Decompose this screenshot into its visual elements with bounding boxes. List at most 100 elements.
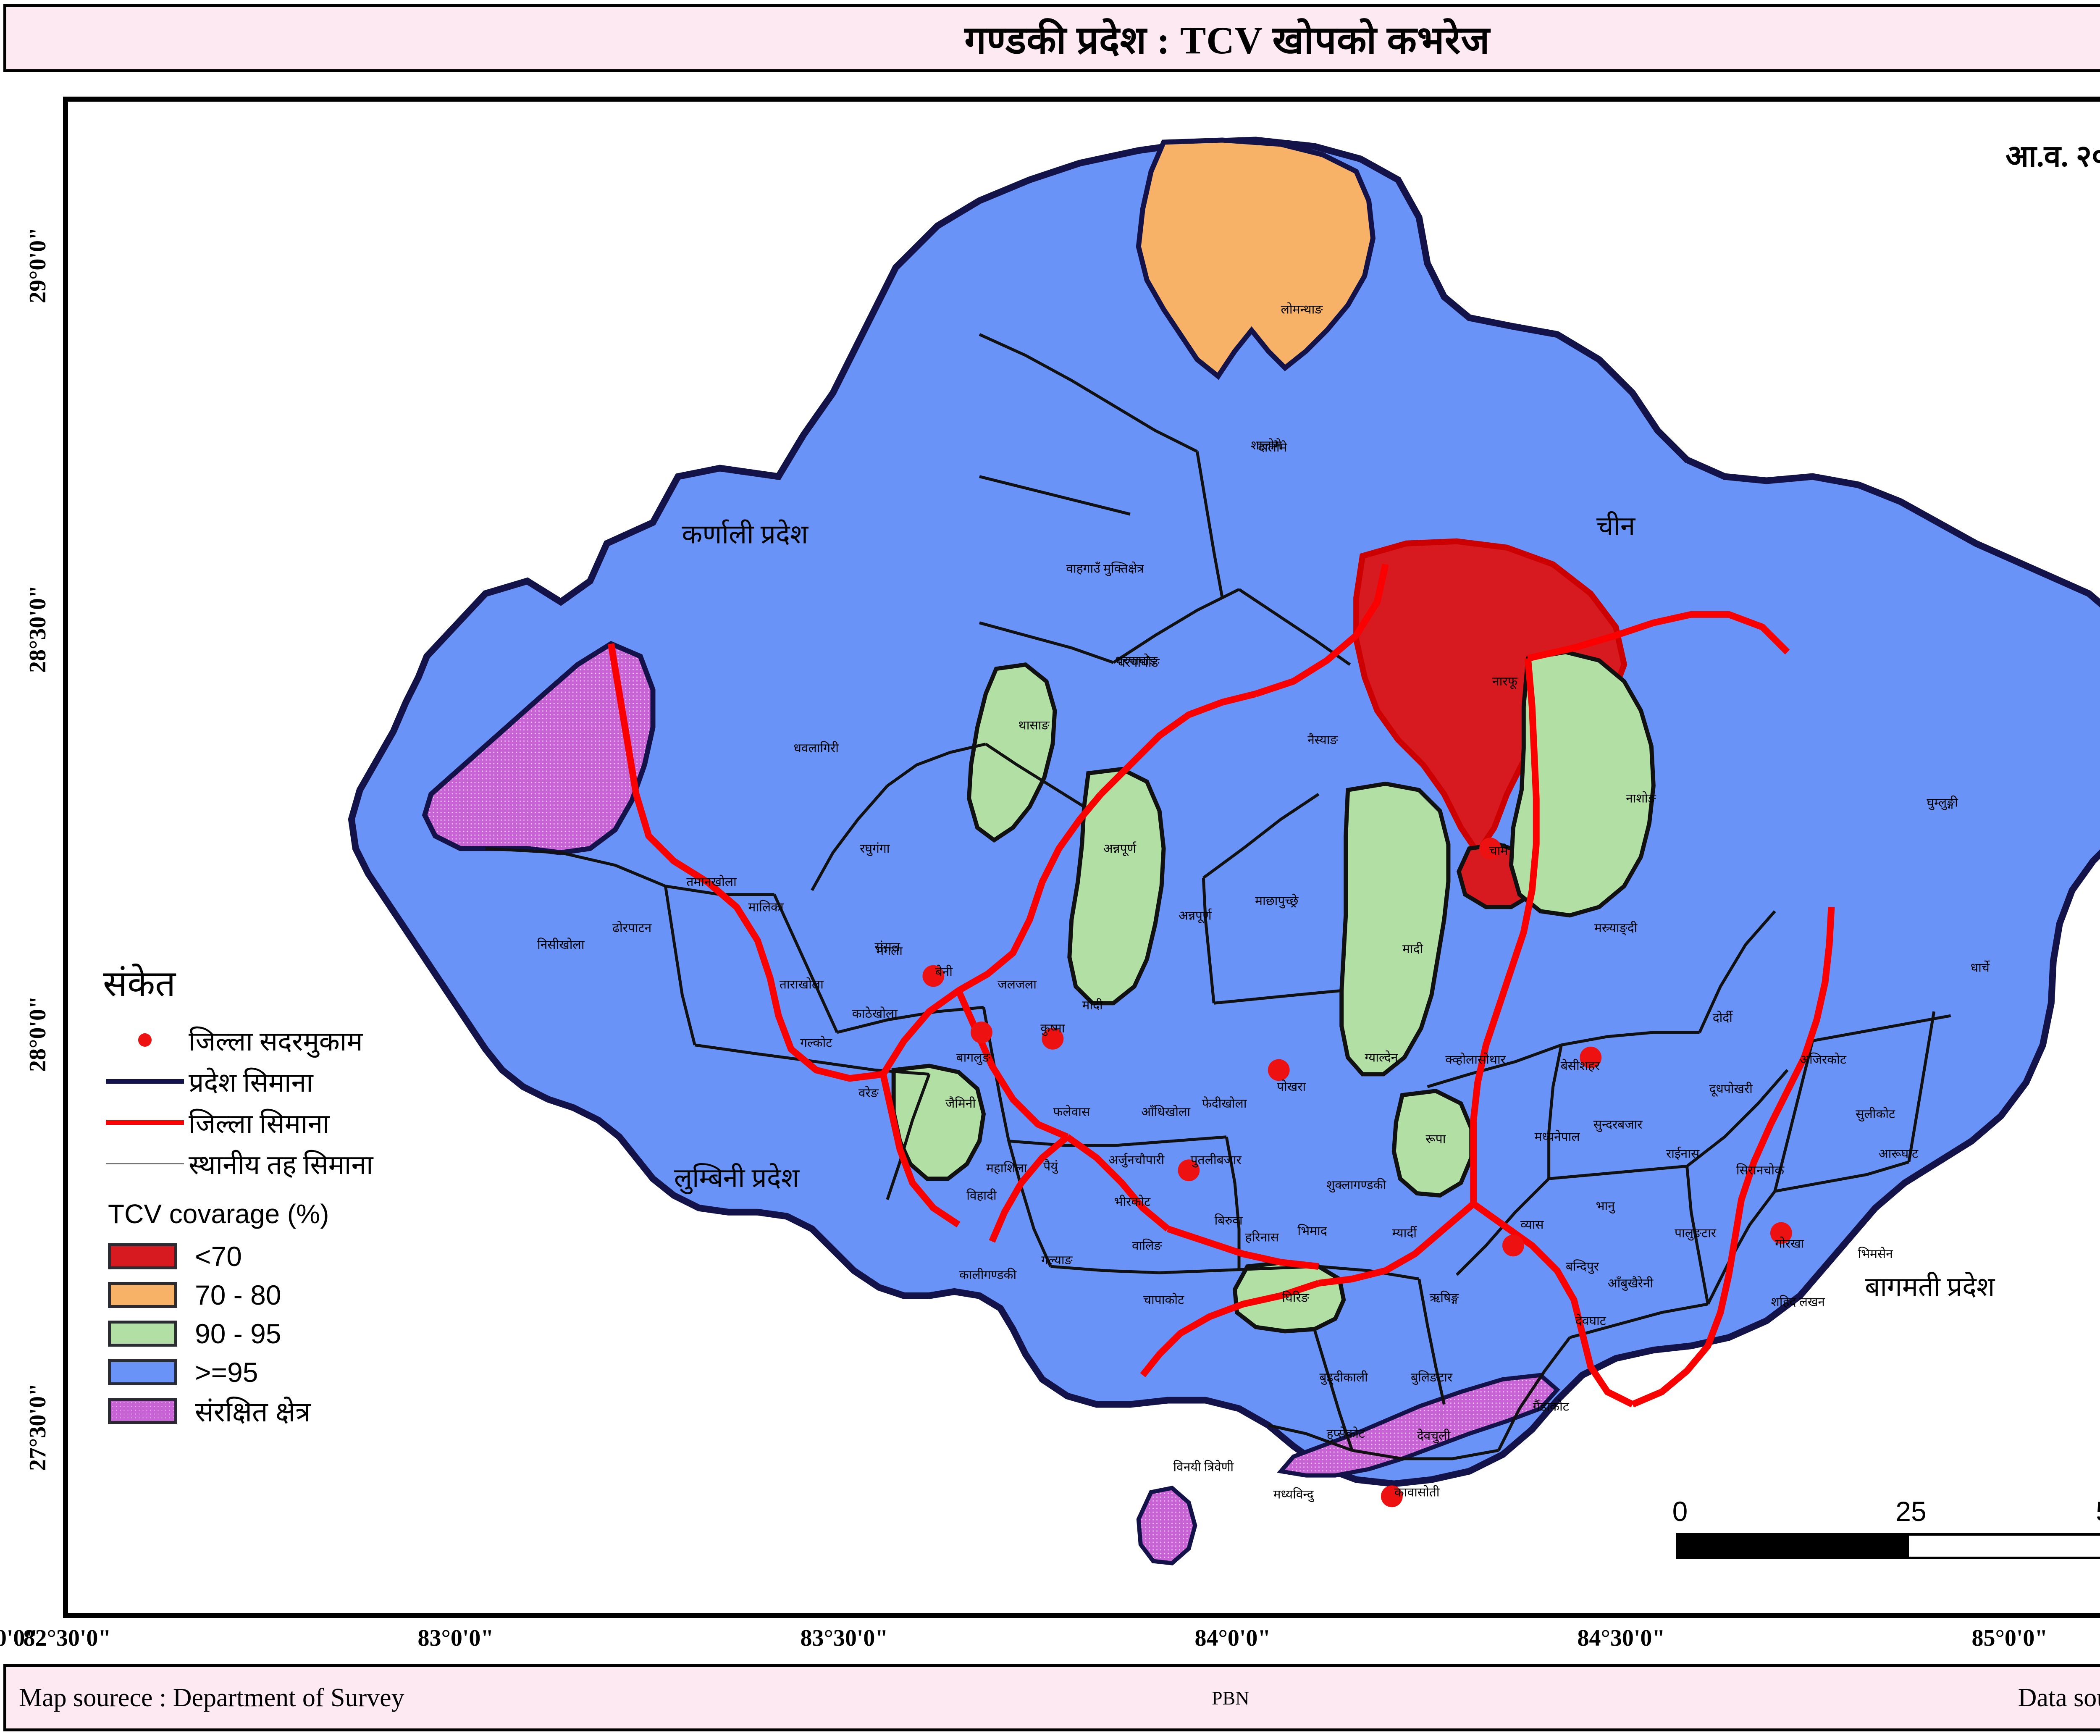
legend-class-lt70[interactable]: <70 — [103, 1237, 523, 1276]
map-unit-label: कालीगण्डकी — [959, 1268, 1017, 1282]
legend-item-province-boundary[interactable]: प्रदेश सिमाना — [103, 1061, 523, 1102]
coverage-class-layer — [891, 137, 1656, 1334]
scale-tick-0: 0 — [1672, 1496, 1688, 1527]
neighbor-label-layer: कर्णाली प्रदेश चीन लुम्बिनी प्रदेश बागमती प… — [674, 511, 1995, 1302]
map-unit-label: विनयी त्रिवेणी — [1173, 1460, 1234, 1474]
map-unit-label: सुलीकोट — [1856, 1107, 1895, 1121]
legend-label: जिल्ला सदरमुकाम — [189, 1026, 363, 1056]
map-unit-label: ढोरपाटन — [612, 921, 652, 935]
legend-class-protected[interactable]: संरक्षित क्षेत्र — [103, 1392, 523, 1430]
map-unit-label: थासाङ — [1018, 719, 1050, 733]
map-unit-label: फेदीखोला — [1202, 1096, 1247, 1111]
lon-label-2: 83°30'0" — [800, 1625, 888, 1651]
map-unit-label: फलेवास — [1053, 1105, 1090, 1119]
map-unit-label: माछापुच्छ्रे — [1255, 893, 1299, 908]
map-unit-label: धवलागिरी — [793, 741, 839, 755]
lon-label-4: 84°30'0" — [1577, 1625, 1665, 1651]
map-unit-label: बेसीशहर — [1561, 1058, 1600, 1073]
legend-item-district-hq[interactable]: जिल्ला सदरमुकाम — [103, 1019, 523, 1061]
map-unit-label: दूधपोखरी — [1709, 1082, 1754, 1097]
map-unit-label: निसीखोला — [537, 938, 585, 952]
map-unit-label: रूपा — [1426, 1132, 1446, 1146]
province-fill-layer — [348, 137, 2100, 1487]
unit-label-layer: लोमन्थाङ दालोमे वाहगाउँ मुक्तिक्षेत्र धरपाघ… — [537, 302, 1990, 1502]
district-hq-layer — [922, 838, 1792, 1508]
map-unit-label: धरपाघोङ — [1118, 655, 1160, 670]
gandaki-province-body — [348, 137, 2100, 1487]
map-unit-label: सिरानचोक — [1736, 1163, 1785, 1177]
map-unit-label: संसल — [874, 940, 900, 954]
unit-rupa — [1391, 1089, 1474, 1198]
lon-label-1b: 83°0'0" — [417, 1625, 494, 1651]
footer-bar: Map sourece : Department of Survey PBN D… — [3, 1664, 2100, 1731]
legend-item-local-boundary[interactable]: स्थानीय तह सिमाना — [103, 1143, 523, 1184]
map-unit-label: चापाकोट — [1143, 1293, 1184, 1307]
map-unit-label: ताराखोला — [780, 977, 824, 991]
map-unit-label: मंगला — [876, 944, 903, 958]
map-unit-label: शुक्लागण्डकी — [1326, 1178, 1387, 1192]
map-unit-label: वालिङ — [1132, 1238, 1162, 1253]
district-boundaries — [607, 563, 1835, 1408]
map-unit-label: पालुङटार — [1675, 1226, 1717, 1241]
legend-class-70-80[interactable]: 70 - 80 — [103, 1276, 523, 1314]
swatch-90-95 — [108, 1321, 177, 1347]
map-unit-label: हुप्सेकोट — [1327, 1426, 1365, 1442]
legend-class-label: 90 - 95 — [195, 1318, 281, 1349]
hq-marker — [1580, 1046, 1602, 1069]
map-unit-label: राईनास — [1666, 1146, 1700, 1161]
unit-annapurna — [1067, 767, 1166, 1006]
map-unit-label: पैयुं — [1043, 1159, 1058, 1174]
map-unit-label: रघुगंगा — [860, 842, 890, 856]
swatch-gte95 — [108, 1359, 177, 1385]
fiscal-year-label: आ.व. २०८०/८१ — [2006, 139, 2100, 173]
scale-tick-1: 25 — [1895, 1496, 1927, 1527]
map-unit-label: बन्दिपुर — [1566, 1259, 1599, 1274]
map-inner-border — [67, 100, 2100, 1614]
neighbor-region-label: चीन — [1596, 511, 1636, 541]
map-canvas[interactable]: लोमन्थाङ दालोमे वाहगाउँ मुक्तिक्षेत्र धरपाघ… — [63, 97, 2100, 1618]
footer-center-text: PBN — [1212, 1687, 1250, 1709]
map-unit-label: म्यार्दी — [1392, 1226, 1418, 1240]
lon-label-0: 82°30'0" — [23, 1625, 111, 1651]
map-unit-label: देवघाट — [1575, 1313, 1606, 1328]
hq-marker — [1479, 838, 1502, 859]
hq-marker — [1502, 1234, 1524, 1257]
map-unit-label: चामे — [1489, 843, 1509, 858]
map-unit-label: कुष्मा — [1040, 1022, 1065, 1036]
map-unit-label: वरेङ — [858, 1086, 879, 1100]
lat-label-1: 28°30'0" — [25, 585, 51, 673]
legend-class-gte95[interactable]: >=95 — [103, 1353, 523, 1392]
map-unit-label: शहिद लखन — [1771, 1295, 1825, 1309]
map-geometry: लोमन्थाङ दालोमे वाहगाउँ मुक्तिक्षेत्र धरपाघ… — [348, 137, 2100, 1565]
unit-narfu — [1353, 538, 1628, 858]
map-unit-label: जलजला — [998, 977, 1037, 991]
unit-lomanthang — [1136, 137, 1376, 380]
map-unit-label: ऋषिङ्ग — [1430, 1291, 1460, 1305]
unit-thasang — [967, 662, 1057, 843]
scale-bar: 0 25 50 km — [1672, 1495, 2100, 1559]
swatch-lt70 — [108, 1243, 177, 1269]
map-unit-label: अन्नपूर्ण — [1179, 908, 1212, 923]
legend-label: प्रदेश सिमाना — [189, 1067, 313, 1098]
legend-class-label: संरक्षित क्षेत्र — [195, 1396, 311, 1427]
legend-class-90-95[interactable]: 90 - 95 — [103, 1314, 523, 1353]
map-unit-label: वाहगाउँ मुक्तिक्षेत्र — [1066, 561, 1144, 576]
unit-madi — [1339, 781, 1451, 1077]
map-unit-label: नाशोङ — [1626, 791, 1656, 806]
legend-item-district-boundary[interactable]: जिल्ला सिमाना — [103, 1102, 523, 1143]
map-unit-label: गोरखा — [1775, 1236, 1804, 1250]
map-unit-label: मध्यनेपाल — [1535, 1130, 1580, 1144]
hq-marker — [1770, 1222, 1792, 1244]
scale-seg-dark — [1678, 1536, 1909, 1557]
district-hq-icon — [103, 1033, 187, 1047]
map-unit-label: बुड्दीकाली — [1320, 1370, 1369, 1385]
map-unit-label: आँधिखोला — [1141, 1105, 1191, 1119]
map-unit-label: देवचुली — [1417, 1429, 1451, 1443]
protected-area-south-tail — [1136, 1486, 1197, 1565]
hq-marker — [1268, 1059, 1290, 1081]
map-unit-label: धार्चे — [1971, 961, 1990, 975]
legend-label: स्थानीय तह सिमाना — [189, 1150, 373, 1180]
neighbor-region-label: कर्णाली प्रदेश — [682, 519, 809, 549]
map-unit-label: मोदी — [1082, 998, 1103, 1012]
